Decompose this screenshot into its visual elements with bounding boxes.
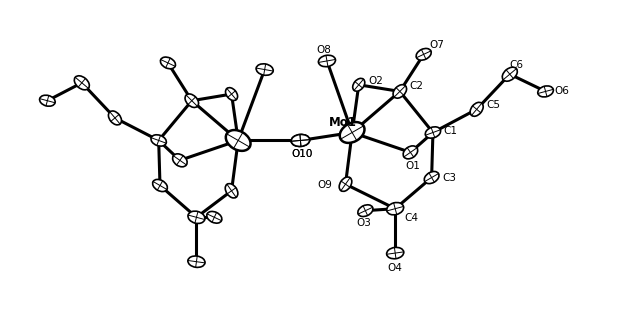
Ellipse shape	[291, 135, 309, 147]
Text: C5: C5	[486, 100, 500, 110]
Ellipse shape	[340, 122, 364, 143]
Text: O3: O3	[357, 218, 371, 228]
Ellipse shape	[318, 55, 336, 67]
Ellipse shape	[470, 102, 483, 116]
Ellipse shape	[160, 57, 175, 69]
Text: O10: O10	[291, 149, 313, 159]
Text: O9: O9	[317, 181, 332, 190]
Ellipse shape	[225, 88, 237, 100]
Ellipse shape	[403, 146, 418, 159]
Ellipse shape	[225, 183, 238, 198]
Ellipse shape	[185, 94, 198, 107]
Text: O2: O2	[368, 77, 383, 86]
Text: O1: O1	[406, 161, 420, 171]
Ellipse shape	[424, 171, 439, 183]
Text: C1: C1	[443, 126, 457, 136]
Ellipse shape	[207, 211, 222, 223]
Text: C3: C3	[442, 173, 456, 183]
Ellipse shape	[387, 203, 404, 215]
Ellipse shape	[173, 154, 187, 167]
Text: O10: O10	[291, 149, 313, 159]
Ellipse shape	[416, 48, 431, 60]
Ellipse shape	[151, 135, 167, 146]
Text: C2: C2	[409, 81, 423, 91]
Ellipse shape	[256, 64, 273, 75]
Text: Mo1: Mo1	[329, 116, 357, 129]
Text: O7: O7	[429, 40, 444, 50]
Ellipse shape	[291, 135, 309, 147]
Text: O4: O4	[388, 263, 403, 273]
Ellipse shape	[538, 86, 553, 97]
Ellipse shape	[426, 127, 441, 138]
Ellipse shape	[353, 78, 365, 91]
Ellipse shape	[393, 85, 406, 98]
Ellipse shape	[40, 95, 55, 106]
Text: O8: O8	[316, 45, 331, 55]
Ellipse shape	[358, 205, 373, 217]
Ellipse shape	[188, 211, 205, 224]
Ellipse shape	[226, 130, 251, 151]
Ellipse shape	[339, 177, 352, 191]
Ellipse shape	[188, 256, 205, 267]
Ellipse shape	[152, 179, 167, 191]
Ellipse shape	[74, 76, 89, 90]
Text: C4: C4	[404, 213, 419, 223]
Ellipse shape	[387, 247, 404, 259]
Text: O6: O6	[555, 86, 570, 96]
Ellipse shape	[108, 111, 121, 125]
Text: C6: C6	[509, 60, 523, 70]
Ellipse shape	[502, 67, 517, 81]
